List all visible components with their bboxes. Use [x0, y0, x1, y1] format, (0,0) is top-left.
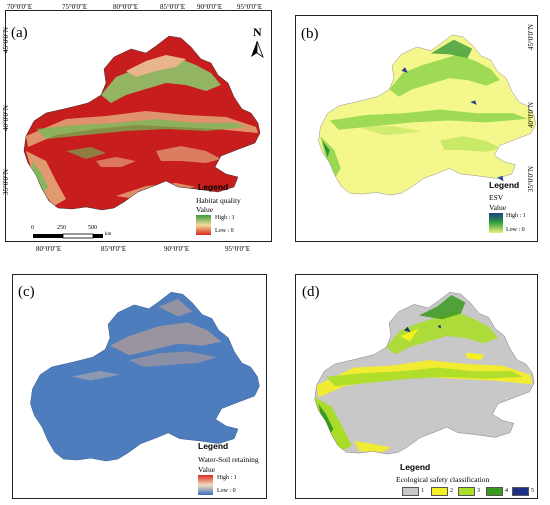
legend-low: Low : 0 [217, 488, 236, 494]
right-tick: 45°0'0"N [527, 24, 535, 50]
class-3-swatch [458, 487, 475, 496]
panel-a-habitat-quality: (a) 70°0'0"E 75°0'0"E 80°0'0"E 85°0'0"E … [2, 3, 272, 253]
right-tick: 35°0'0"N [527, 166, 535, 192]
water-soil-map [30, 291, 260, 495]
left-tick: 45°0'0"N [2, 27, 10, 53]
habitat-quality-map [23, 35, 264, 239]
scale-bar [33, 233, 103, 239]
esv-map [318, 34, 536, 233]
legend-value: Value [196, 205, 214, 214]
top-tick: 95°0'0"E [237, 3, 263, 11]
class-2-label: 2 [450, 488, 453, 494]
legend-layer: Habitat quality [196, 196, 241, 205]
top-tick: 85°0'0"E [160, 3, 186, 11]
class-3-label: 3 [477, 488, 480, 494]
legend-title: Legend [489, 180, 520, 190]
class-5-label: 5 [531, 488, 534, 494]
left-tick: 35°0'0"N [2, 169, 10, 195]
ecological-safety-map [314, 292, 535, 455]
scale-label: 500 [88, 225, 97, 231]
bottom-tick: 80°0'0"E [36, 245, 62, 253]
panel-a-label: (a) [11, 25, 28, 41]
legend-value: Value [489, 203, 507, 212]
legend-layer: Ecological safety classification [396, 475, 490, 484]
bottom-tick: 95°0'0"E [225, 245, 251, 253]
legend-low: Low : 0 [215, 228, 234, 234]
esv-legend-ramp [489, 213, 503, 233]
bottom-tick: 90°0'0"E [164, 245, 190, 253]
water-soil-legend-ramp [198, 475, 213, 495]
right-tick: 40°0'0"N [527, 102, 535, 128]
panel-b-label: (b) [301, 26, 319, 42]
legend-high: High : 1 [506, 213, 526, 219]
panel-d-label: (d) [302, 284, 320, 300]
panel-b-esv: (b) 45°0'0"N 40°0'0"N 35°0'0"N Legend ES… [295, 15, 538, 242]
habitat-legend-ramp [196, 215, 211, 235]
bottom-tick: 85°0'0"E [101, 245, 127, 253]
legend-title: Legend [198, 441, 229, 451]
legend-low: Low : 0 [506, 227, 525, 233]
left-tick: 40°0'0"N [2, 105, 10, 131]
class-1-swatch [402, 487, 419, 496]
class-1-label: 1 [421, 488, 424, 494]
class-5-swatch [512, 487, 529, 496]
region-outline [30, 292, 260, 462]
panel-c-label: (c) [18, 284, 35, 300]
legend-high: High : 1 [217, 475, 237, 481]
legend-value: Value [198, 465, 216, 474]
panel-c-water-soil-retaining: (c) Legend Water-Soil retaining Value Hi… [12, 274, 267, 499]
class-2-swatch [431, 487, 448, 496]
top-tick: 80°0'0"E [113, 3, 139, 11]
legend-high: High : 1 [215, 215, 235, 221]
top-tick: 70°0'0"E [7, 3, 33, 11]
legend-title: Legend [400, 462, 431, 472]
top-tick: 90°0'0"E [197, 3, 223, 11]
legend-title: Legend [198, 182, 229, 192]
legend-layer: Water-Soil retaining [198, 455, 259, 464]
panel-d-ecological-safety: (d) Legend Ecological safety classificat… [295, 274, 538, 499]
north-arrow-icon [251, 40, 264, 59]
scale-unit: km [105, 232, 112, 237]
top-tick: 75°0'0"E [62, 3, 88, 11]
north-label: N [253, 25, 262, 39]
scale-label: 250 [57, 225, 66, 231]
class-4-label: 4 [505, 488, 508, 494]
scale-label: 0 [31, 225, 34, 231]
class-4-swatch [486, 487, 503, 496]
legend-layer: ESV [489, 193, 504, 202]
